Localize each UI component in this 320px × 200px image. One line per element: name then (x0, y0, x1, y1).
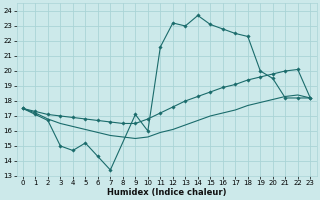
X-axis label: Humidex (Indice chaleur): Humidex (Indice chaleur) (107, 188, 226, 197)
